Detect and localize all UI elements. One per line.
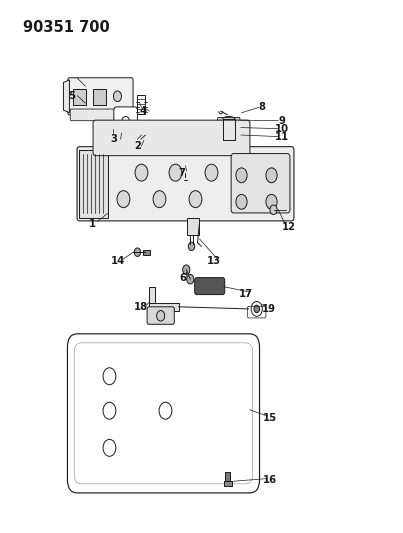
Text: 4: 4 (140, 106, 147, 116)
Text: 1: 1 (89, 219, 96, 229)
Circle shape (189, 191, 202, 208)
Bar (143, 249, 150, 255)
FancyBboxPatch shape (194, 143, 241, 154)
Text: 90351 700: 90351 700 (23, 20, 110, 35)
Circle shape (114, 91, 121, 102)
FancyBboxPatch shape (231, 154, 290, 213)
Bar (73, 89, 86, 105)
Text: 18: 18 (134, 302, 148, 312)
FancyBboxPatch shape (114, 107, 137, 136)
Circle shape (183, 265, 190, 274)
Text: 16: 16 (263, 475, 277, 484)
Bar (149, 303, 179, 311)
Circle shape (103, 439, 116, 456)
Polygon shape (63, 80, 69, 113)
FancyBboxPatch shape (218, 123, 240, 128)
Circle shape (135, 164, 148, 181)
Text: 7: 7 (179, 168, 186, 178)
Circle shape (159, 402, 172, 419)
Circle shape (254, 305, 260, 313)
Text: 8: 8 (259, 102, 266, 112)
FancyBboxPatch shape (93, 120, 250, 156)
Text: 13: 13 (206, 256, 220, 266)
Text: 10: 10 (274, 124, 289, 134)
Circle shape (157, 311, 165, 321)
Ellipse shape (235, 146, 242, 151)
Text: 15: 15 (263, 413, 277, 423)
Circle shape (117, 191, 130, 208)
Circle shape (236, 168, 247, 183)
Bar (79, 150, 108, 217)
Polygon shape (235, 144, 241, 152)
Circle shape (205, 164, 218, 181)
Circle shape (137, 134, 144, 144)
FancyBboxPatch shape (70, 109, 129, 120)
Text: 17: 17 (239, 289, 253, 299)
FancyBboxPatch shape (218, 128, 240, 134)
Text: 11: 11 (274, 132, 289, 142)
Text: 2: 2 (134, 141, 141, 151)
Text: 19: 19 (262, 304, 276, 314)
Circle shape (134, 248, 141, 256)
FancyBboxPatch shape (68, 78, 133, 115)
Text: 6: 6 (179, 273, 186, 283)
Bar (224, 481, 231, 486)
Text: 3: 3 (110, 134, 117, 144)
Bar (149, 287, 155, 311)
Circle shape (122, 116, 130, 127)
Bar (93, 89, 106, 105)
Circle shape (188, 242, 195, 251)
Text: 9: 9 (278, 116, 285, 126)
Bar (226, 150, 233, 160)
Polygon shape (195, 143, 206, 152)
Bar (187, 217, 199, 235)
Circle shape (183, 166, 188, 174)
Circle shape (266, 168, 277, 183)
Circle shape (270, 205, 277, 215)
FancyBboxPatch shape (77, 147, 294, 221)
FancyBboxPatch shape (67, 334, 260, 493)
Bar (225, 472, 231, 481)
Circle shape (153, 191, 166, 208)
Circle shape (187, 274, 194, 284)
FancyBboxPatch shape (195, 278, 225, 295)
FancyBboxPatch shape (147, 307, 174, 324)
Circle shape (251, 302, 262, 317)
FancyBboxPatch shape (218, 117, 240, 123)
Circle shape (103, 368, 116, 385)
Text: 14: 14 (110, 256, 125, 266)
Bar (223, 119, 235, 140)
Bar (137, 95, 145, 114)
Text: 12: 12 (282, 222, 296, 232)
Circle shape (236, 195, 247, 209)
Ellipse shape (196, 142, 205, 148)
Circle shape (266, 195, 277, 209)
Circle shape (103, 402, 116, 419)
Text: 5: 5 (68, 91, 75, 101)
Circle shape (169, 164, 182, 181)
